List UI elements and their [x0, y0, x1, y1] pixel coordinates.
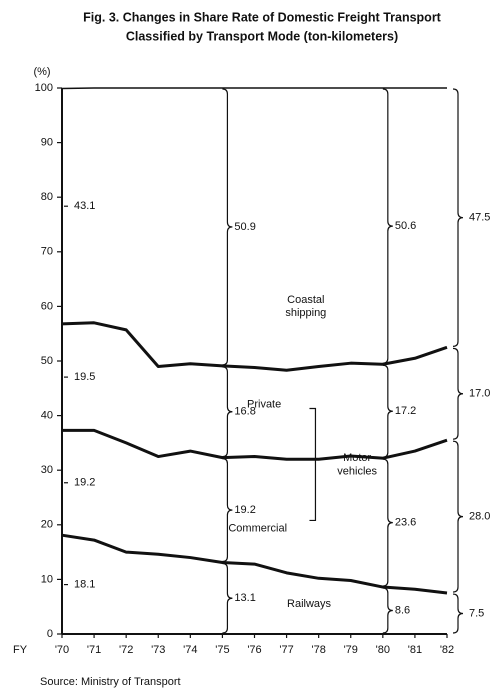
source: Source: Ministry of Transport — [40, 676, 181, 688]
x-tick-label: '80 — [376, 644, 390, 656]
annotation: Motor vehicles — [337, 452, 377, 477]
x-tick-label: '73 — [151, 644, 165, 656]
y-tick-label: 100 — [35, 82, 53, 94]
value-label: 18.1 — [74, 578, 95, 590]
value-label: 16.8 — [234, 406, 255, 418]
series-name: Private — [247, 399, 281, 411]
brace — [222, 366, 233, 458]
value-label: 50.9 — [234, 221, 255, 233]
y-tick-label: 0 — [47, 628, 53, 640]
x-tick-label: '74 — [183, 644, 197, 656]
y-tick-label: 90 — [41, 137, 53, 149]
bracket — [309, 407, 317, 522]
brace — [222, 458, 233, 563]
value-label: 8.6 — [395, 604, 410, 616]
value-label: 7.5 — [469, 607, 484, 619]
x-tick-label: '82 — [440, 644, 454, 656]
chart-title: Fig. 3. Changes in Share Rate of Domesti… — [83, 10, 442, 24]
series-line — [61, 87, 447, 90]
value-label: 50.6 — [395, 220, 416, 232]
brace — [452, 593, 464, 634]
value-label: 23.6 — [395, 517, 416, 529]
y-tick-label: 60 — [41, 300, 53, 312]
brace — [222, 88, 233, 366]
x-tick-label: '79 — [344, 644, 358, 656]
x-tick-label: '77 — [279, 644, 293, 656]
x-tick-label: '72 — [119, 644, 133, 656]
series-line — [62, 428, 448, 461]
y-tick-label: 10 — [41, 573, 53, 585]
x-prefix: FY — [13, 644, 28, 656]
brace — [452, 440, 464, 593]
y-tick-label: 70 — [41, 246, 53, 258]
value-label: 13.1 — [234, 592, 255, 604]
chart-title: Classified by Transport Mode (ton-kilome… — [126, 29, 398, 43]
brace — [452, 347, 464, 440]
series-name: Railways — [287, 598, 332, 610]
x-tick-label: '75 — [215, 644, 229, 656]
series-line — [61, 321, 448, 372]
series-line — [61, 533, 448, 595]
y-tick-label: 50 — [41, 355, 53, 367]
y-tick-label: 20 — [41, 519, 53, 531]
y-tick-label: 80 — [41, 191, 53, 203]
value-label: 19.2 — [234, 504, 255, 516]
value-label: 28.0 — [469, 511, 490, 523]
brace — [222, 562, 233, 634]
value-label: 47.5 — [469, 212, 490, 224]
y-tick-label: 30 — [41, 464, 53, 476]
value-label: 19.2 — [74, 477, 95, 489]
series-name: Coastal shipping — [285, 294, 326, 319]
brace — [452, 88, 464, 347]
value-label: 17.2 — [395, 405, 416, 417]
value-label: 17.0 — [469, 388, 490, 400]
brace — [382, 587, 393, 634]
x-tick-label: '81 — [408, 644, 422, 656]
brace — [382, 458, 393, 587]
x-tick-label: '78 — [311, 644, 325, 656]
y-tick-label: 40 — [41, 410, 53, 422]
value-label: 19.5 — [74, 371, 95, 383]
series-name: Commercial — [228, 523, 287, 535]
x-tick-label: '71 — [87, 644, 101, 656]
x-tick-label: '70 — [55, 644, 69, 656]
y-unit: (%) — [33, 66, 50, 78]
x-tick-label: '76 — [247, 644, 261, 656]
brace — [382, 364, 393, 458]
brace — [382, 88, 393, 364]
value-label: 43.1 — [74, 200, 95, 212]
